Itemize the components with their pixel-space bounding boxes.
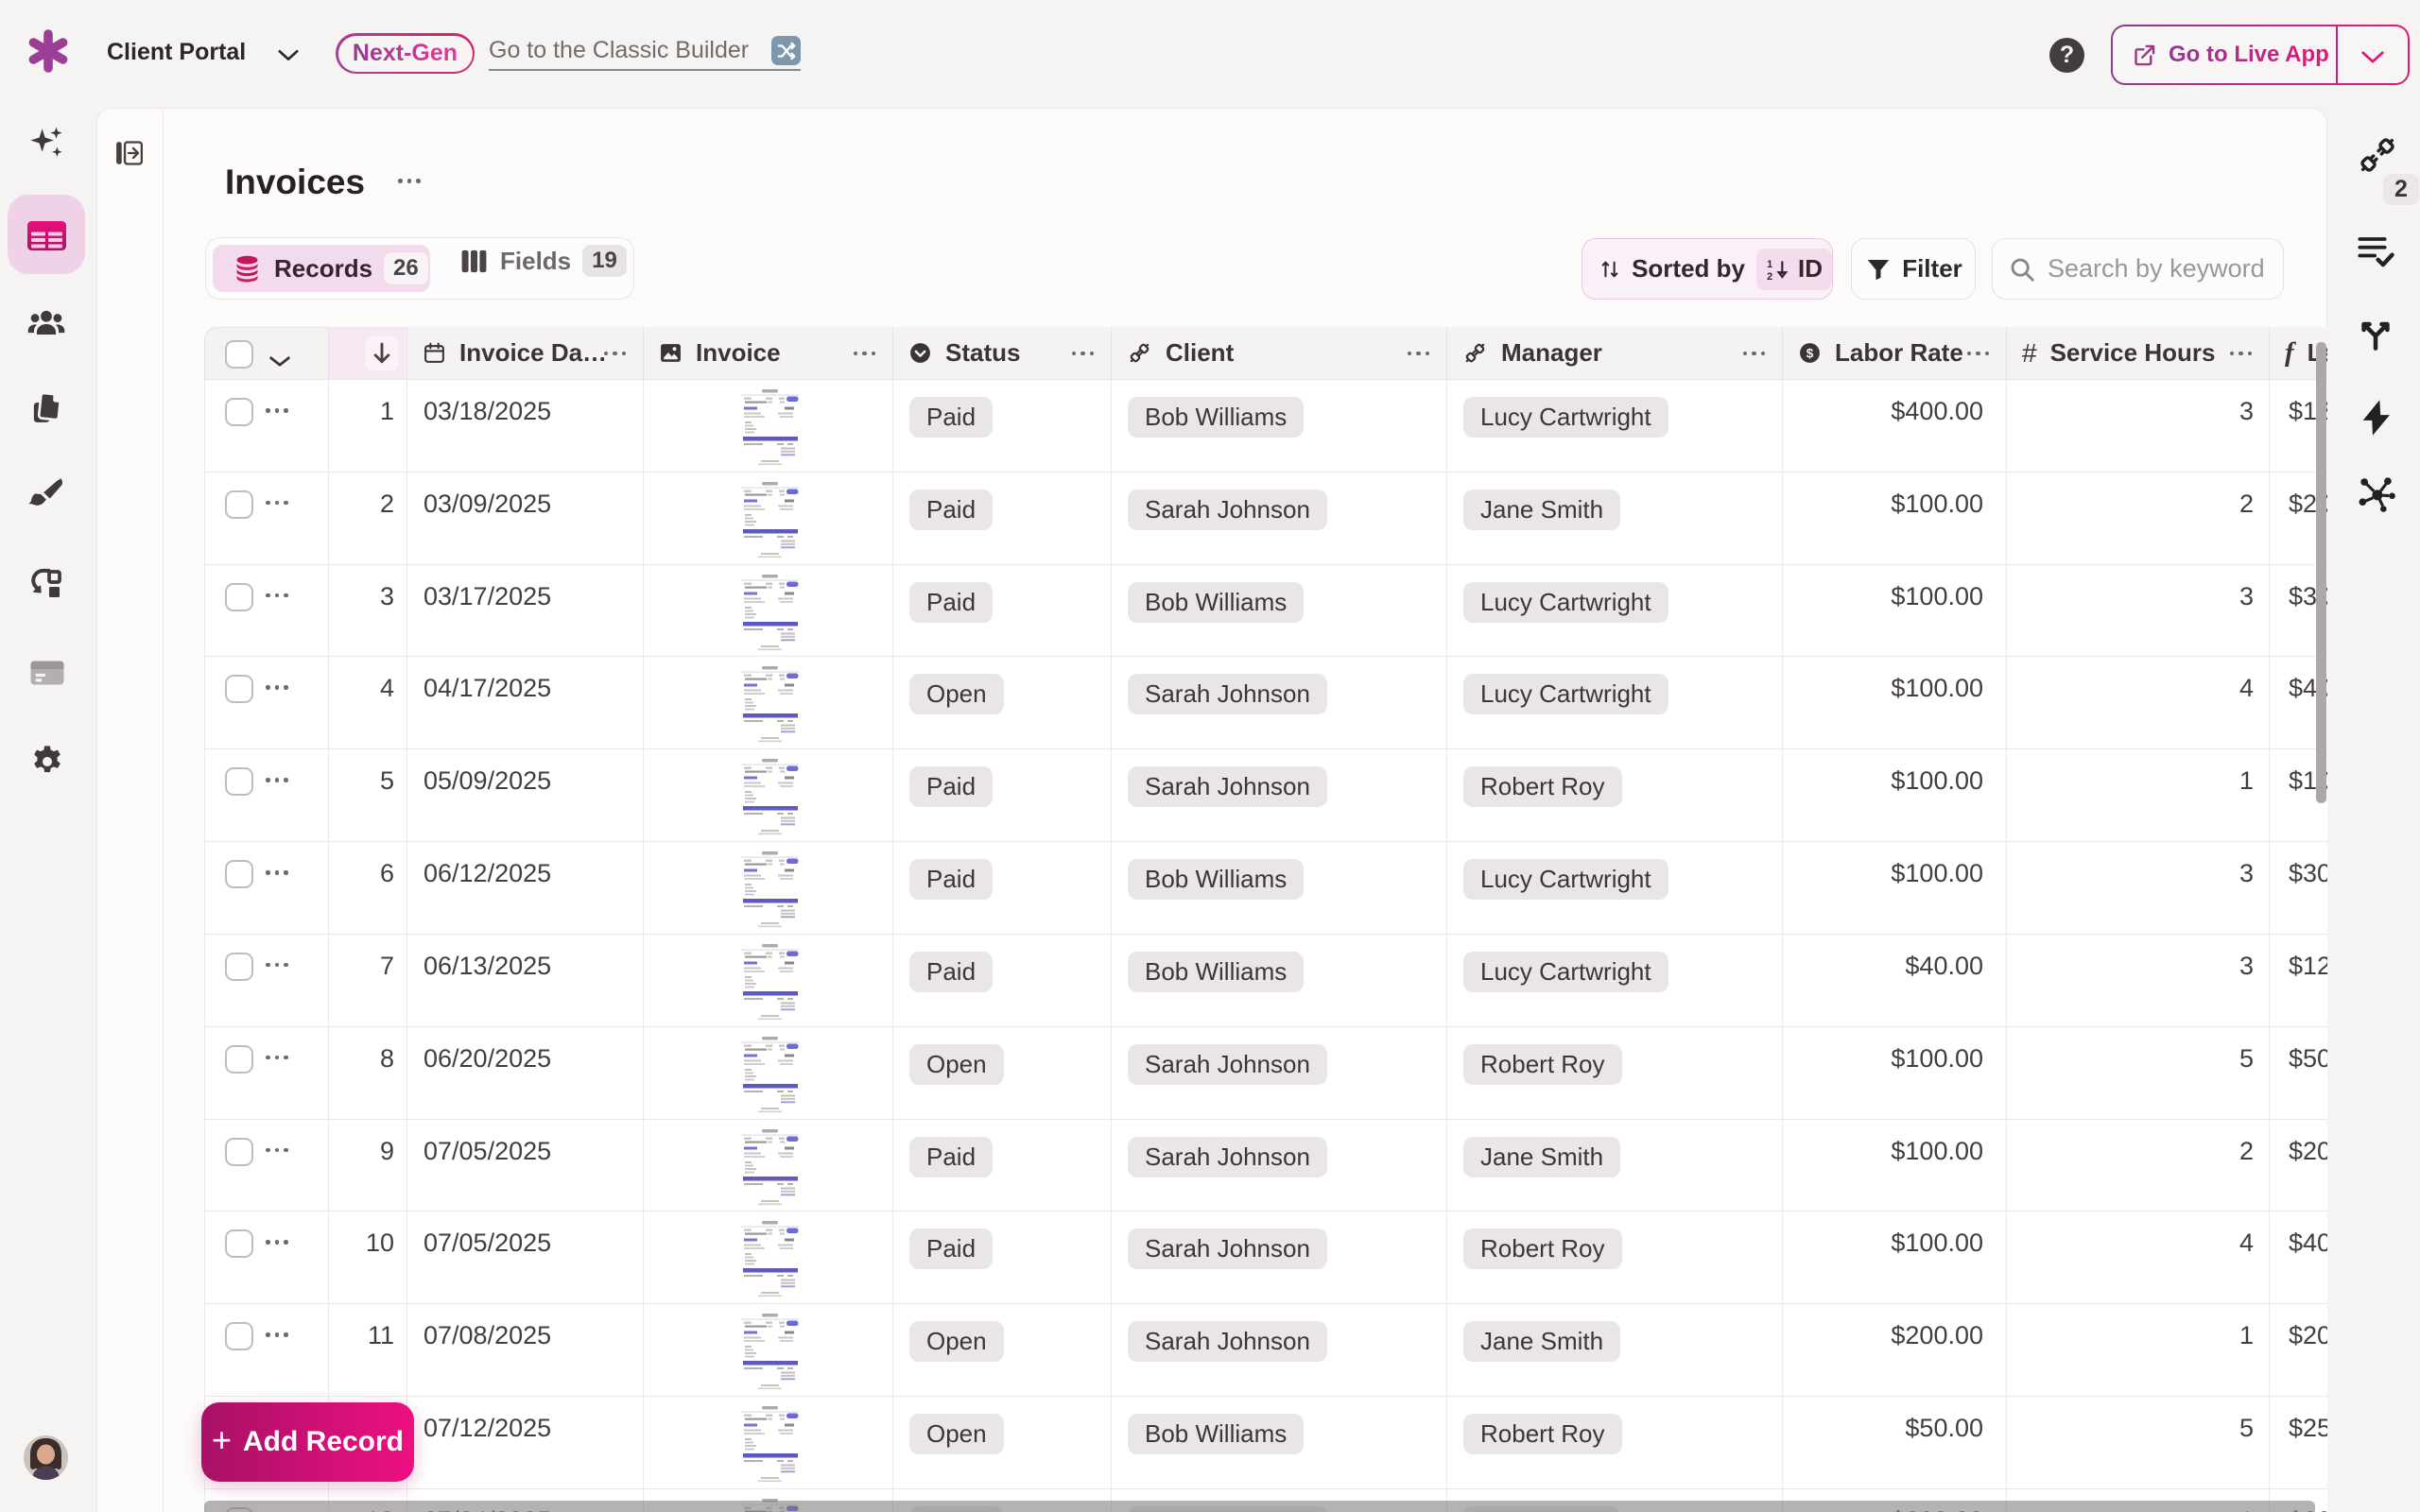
svg-text:$: $ <box>1806 347 1814 361</box>
svg-text:2: 2 <box>1767 270 1772 281</box>
svg-text:1: 1 <box>1767 258 1772 269</box>
